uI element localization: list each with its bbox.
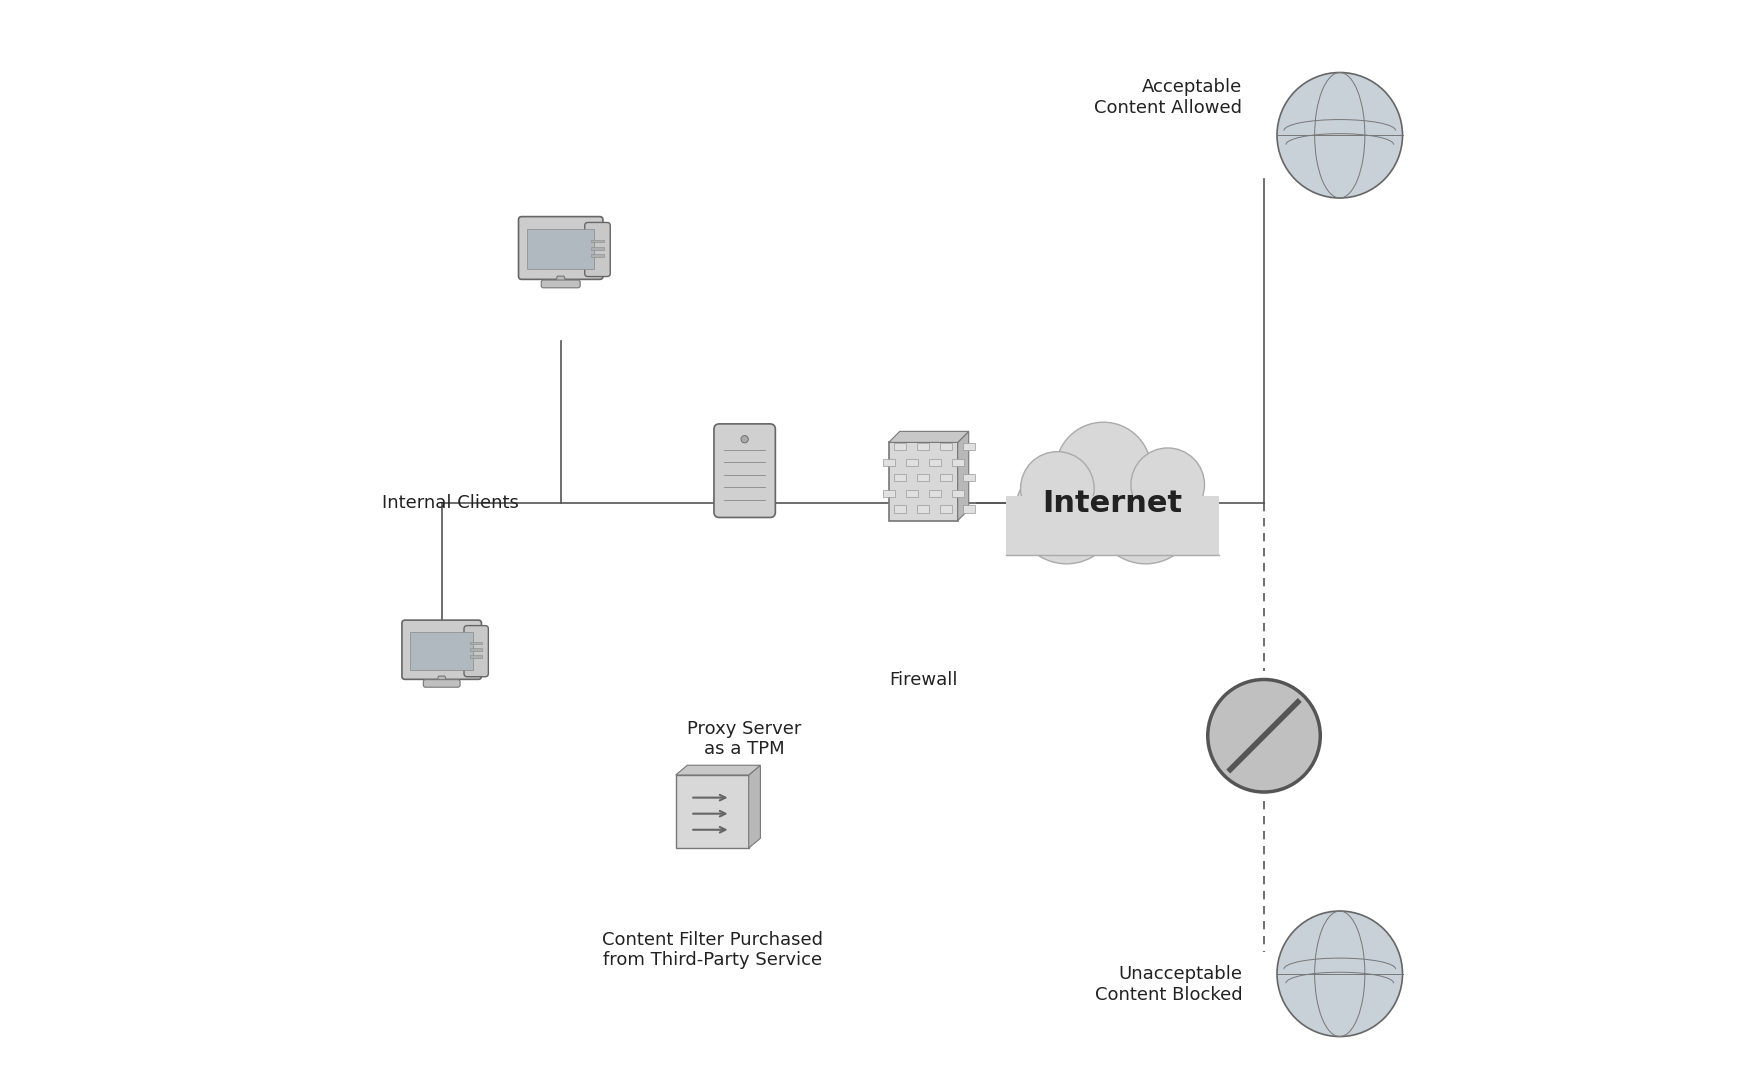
FancyBboxPatch shape <box>940 505 951 513</box>
FancyBboxPatch shape <box>470 656 482 658</box>
FancyBboxPatch shape <box>526 229 594 269</box>
FancyBboxPatch shape <box>963 505 975 513</box>
Text: Firewall: Firewall <box>888 671 956 689</box>
FancyBboxPatch shape <box>591 254 603 256</box>
FancyBboxPatch shape <box>411 632 474 670</box>
FancyBboxPatch shape <box>963 443 975 450</box>
FancyBboxPatch shape <box>883 459 895 465</box>
Circle shape <box>1131 448 1204 522</box>
FancyBboxPatch shape <box>675 775 748 848</box>
FancyBboxPatch shape <box>584 223 610 277</box>
FancyBboxPatch shape <box>893 474 905 481</box>
FancyBboxPatch shape <box>951 490 963 497</box>
FancyBboxPatch shape <box>463 625 488 676</box>
FancyBboxPatch shape <box>893 443 905 450</box>
FancyBboxPatch shape <box>517 216 603 279</box>
Circle shape <box>1094 461 1196 564</box>
Polygon shape <box>888 432 968 443</box>
FancyBboxPatch shape <box>402 620 481 679</box>
Polygon shape <box>958 432 968 520</box>
Circle shape <box>741 436 748 443</box>
FancyBboxPatch shape <box>888 443 958 520</box>
Text: Unacceptable
Content Blocked: Unacceptable Content Blocked <box>1094 965 1241 1004</box>
FancyBboxPatch shape <box>470 642 482 645</box>
Circle shape <box>1054 422 1150 518</box>
FancyBboxPatch shape <box>905 490 918 497</box>
FancyBboxPatch shape <box>883 490 895 497</box>
FancyBboxPatch shape <box>940 443 951 450</box>
Circle shape <box>1014 461 1117 564</box>
Text: Proxy Server
as a TPM: Proxy Server as a TPM <box>687 720 801 758</box>
FancyBboxPatch shape <box>713 424 774 517</box>
Text: Internet: Internet <box>1042 489 1182 517</box>
FancyBboxPatch shape <box>916 474 928 481</box>
FancyBboxPatch shape <box>905 459 918 465</box>
FancyBboxPatch shape <box>1005 496 1218 555</box>
FancyBboxPatch shape <box>591 247 603 250</box>
FancyBboxPatch shape <box>591 239 603 242</box>
Text: Acceptable
Content Allowed: Acceptable Content Allowed <box>1094 78 1241 117</box>
Circle shape <box>1208 679 1320 792</box>
Polygon shape <box>748 765 760 848</box>
Circle shape <box>1276 72 1402 198</box>
FancyBboxPatch shape <box>940 474 951 481</box>
Circle shape <box>1021 451 1094 525</box>
Polygon shape <box>556 276 566 283</box>
FancyBboxPatch shape <box>540 280 580 288</box>
FancyBboxPatch shape <box>928 459 940 465</box>
FancyBboxPatch shape <box>916 505 928 513</box>
FancyBboxPatch shape <box>963 474 975 481</box>
FancyBboxPatch shape <box>951 459 963 465</box>
FancyBboxPatch shape <box>893 505 905 513</box>
Text: Content Filter Purchased
from Third-Party Service: Content Filter Purchased from Third-Part… <box>601 931 822 969</box>
FancyBboxPatch shape <box>916 443 928 450</box>
FancyBboxPatch shape <box>928 490 940 497</box>
Polygon shape <box>675 765 760 775</box>
FancyBboxPatch shape <box>470 648 482 651</box>
Polygon shape <box>437 676 446 683</box>
Circle shape <box>1276 911 1402 1037</box>
Text: Internal Clients: Internal Clients <box>383 494 519 512</box>
FancyBboxPatch shape <box>423 679 460 687</box>
